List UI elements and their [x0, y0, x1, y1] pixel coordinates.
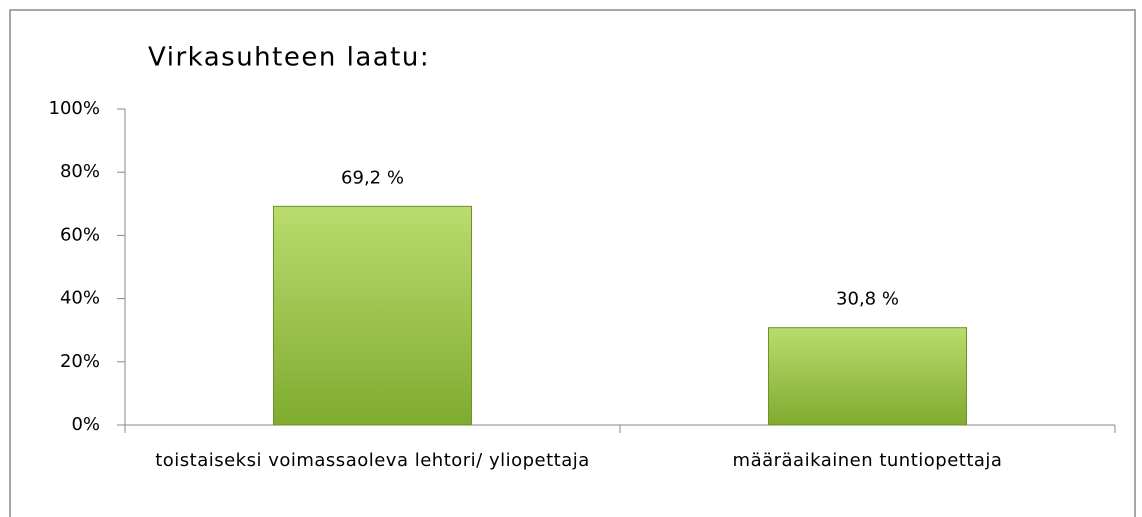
x-tick-label: määräaikainen tuntiopettaja: [732, 450, 1003, 471]
y-tick-label: 100%: [49, 98, 100, 119]
y-tick-label: 0%: [71, 414, 100, 435]
x-tick-label: toistaiseksi voimassaoleva lehtori/ ylio…: [155, 450, 590, 471]
bar: [768, 327, 967, 426]
y-tick-label: 20%: [60, 351, 100, 372]
y-tick-label: 60%: [60, 224, 100, 245]
x-tick-label-box: toistaiseksi voimassaoleva lehtori/ ylio…: [125, 445, 620, 477]
value-label: 30,8 %: [836, 289, 899, 310]
chart-border: [9, 9, 1136, 517]
chart-title: Virkasuhteen laatu:: [148, 43, 430, 73]
x-tick-label-box: määräaikainen tuntiopettaja: [620, 445, 1115, 477]
bar: [273, 205, 472, 426]
value-label: 69,2 %: [341, 167, 404, 188]
y-tick-label: 80%: [60, 161, 100, 182]
y-tick-label: 40%: [60, 288, 100, 309]
